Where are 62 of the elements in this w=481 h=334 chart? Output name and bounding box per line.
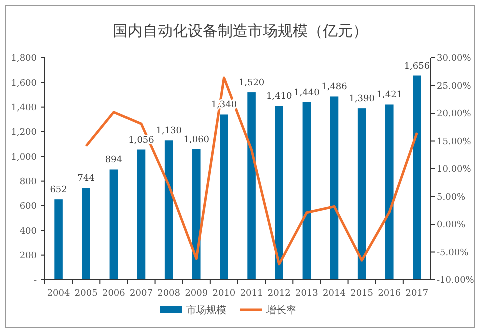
bar — [192, 149, 201, 280]
bar — [275, 106, 284, 280]
x-tick-label: 2011 — [240, 289, 264, 299]
y-tick-label: 1,400 — [11, 103, 38, 114]
y-tick-label: 800 — [20, 177, 38, 188]
y-tick-label: - — [34, 276, 37, 286]
data-label: 1,486 — [322, 82, 348, 93]
data-label: 744 — [78, 174, 96, 184]
y2-tick-label: 10.00% — [437, 165, 472, 176]
data-label: 1,656 — [404, 62, 430, 72]
data-label: 1,410 — [266, 92, 293, 102]
bar — [164, 140, 174, 280]
x-tick-label: 2017 — [406, 289, 429, 299]
x-tick-label: 2013 — [295, 289, 319, 299]
bar — [82, 188, 90, 280]
bar — [110, 170, 118, 280]
bar — [248, 92, 256, 280]
bar — [413, 76, 422, 280]
y2-tick-label: -5.00% — [437, 248, 470, 258]
bar — [358, 108, 366, 280]
x-tick-label: 2006 — [102, 289, 126, 299]
data-label: 1,390 — [349, 94, 376, 105]
bar — [54, 200, 63, 280]
y2-tick-label: 5.00% — [437, 192, 466, 203]
x-tick-label: 2009 — [185, 289, 208, 299]
x-tick-label: 2015 — [350, 289, 374, 299]
y2-tick-label: -10.00% — [437, 276, 475, 286]
x-tick-label: 2010 — [212, 289, 236, 299]
bar — [330, 96, 339, 280]
x-tick-label: 2005 — [74, 289, 98, 299]
y-tick-label: 400 — [20, 226, 38, 237]
data-label: 652 — [50, 186, 68, 196]
data-label: 894 — [105, 156, 123, 166]
bar — [220, 114, 228, 280]
y2-tick-label: 30.00% — [437, 54, 472, 64]
legend-label: 市场规模 — [186, 304, 226, 316]
y-tick-label: 600 — [20, 202, 38, 212]
data-label: 1,520 — [238, 78, 265, 89]
y-tick-label: 1,800 — [11, 54, 38, 64]
x-tick-label: 2016 — [378, 289, 402, 299]
y2-tick-label: 25.00% — [437, 82, 472, 92]
chart-title: 国内自动化设备制造市场规模（亿元） — [113, 22, 368, 40]
x-tick-label: 2008 — [158, 289, 181, 299]
y2-tick-label: 0.00% — [437, 220, 466, 231]
y2-tick-label: 15.00% — [437, 137, 472, 148]
data-label: 1,421 — [376, 90, 403, 101]
y-tick-label: 1,200 — [11, 128, 38, 138]
bar — [137, 150, 146, 280]
data-label: 1,440 — [294, 88, 320, 98]
x-tick-label: 2004 — [47, 289, 71, 299]
bar — [302, 102, 312, 280]
data-label: 1,060 — [184, 135, 210, 146]
x-tick-label: 2014 — [323, 289, 346, 299]
legend-label: 增长率 — [266, 304, 296, 316]
x-tick-label: 2007 — [130, 289, 154, 299]
y-tick-label: 200 — [20, 251, 38, 262]
y2-tick-label: 20.00% — [437, 110, 472, 120]
data-label: 1,130 — [156, 126, 182, 137]
x-tick-label: 2012 — [268, 289, 291, 299]
bar — [386, 104, 394, 280]
y-tick-label: 1,600 — [11, 78, 38, 89]
y-tick-label: 1,000 — [11, 152, 38, 163]
